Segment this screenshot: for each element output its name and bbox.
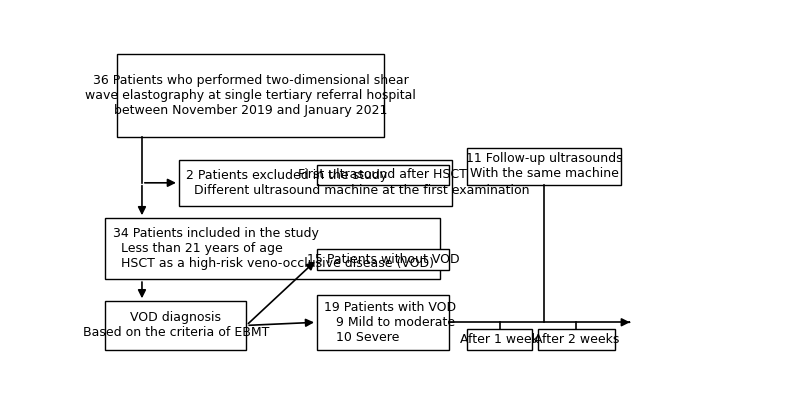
FancyBboxPatch shape (179, 160, 452, 206)
Text: After 1 week: After 1 week (460, 333, 539, 346)
Text: After 2 weeks: After 2 weeks (534, 333, 619, 346)
FancyBboxPatch shape (105, 218, 440, 279)
Text: 34 Patients included in the study
  Less than 21 years of age
  HSCT as a high-r: 34 Patients included in the study Less t… (112, 227, 433, 270)
FancyBboxPatch shape (538, 329, 615, 350)
FancyBboxPatch shape (117, 54, 384, 137)
FancyBboxPatch shape (105, 301, 246, 350)
Text: 11 Follow-up ultrasounds
With the same machine: 11 Follow-up ultrasounds With the same m… (466, 152, 623, 180)
Text: 15 Patients without VOD: 15 Patients without VOD (307, 253, 459, 266)
FancyBboxPatch shape (317, 249, 449, 270)
FancyBboxPatch shape (317, 295, 449, 350)
Text: First ultrasound after HSCT: First ultrasound after HSCT (299, 168, 467, 182)
Text: 2 Patients excluded in the study
  Different ultrasound machine at the first exa: 2 Patients excluded in the study Differe… (186, 169, 530, 197)
Text: 36 Patients who performed two-dimensional shear
wave elastography at single tert: 36 Patients who performed two-dimensiona… (86, 74, 417, 116)
FancyBboxPatch shape (317, 165, 449, 185)
Text: 19 Patients with VOD
   9 Mild to moderate
   10 Severe: 19 Patients with VOD 9 Mild to moderate … (324, 301, 456, 344)
FancyBboxPatch shape (467, 148, 621, 185)
Text: VOD diagnosis
Based on the criteria of EBMT: VOD diagnosis Based on the criteria of E… (82, 311, 269, 339)
FancyBboxPatch shape (467, 329, 531, 350)
